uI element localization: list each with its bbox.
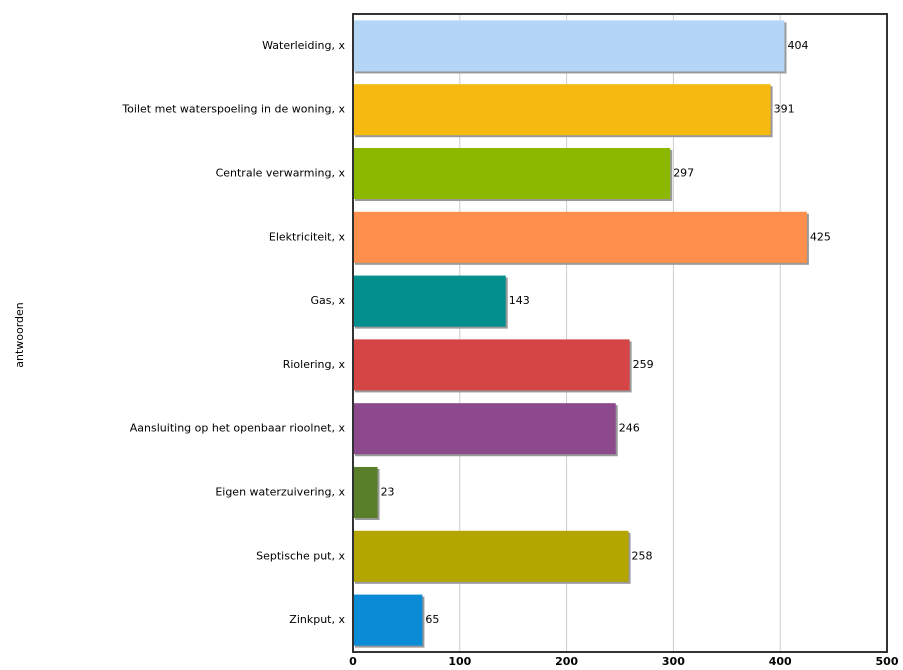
y-axis-label: antwoorden <box>13 302 26 368</box>
bar <box>353 20 785 72</box>
x-tick-label: 100 <box>448 655 471 668</box>
x-tick-label: 200 <box>555 655 578 668</box>
bar <box>353 530 629 582</box>
y-tick-label: Aansluiting op het openbaar rioolnet, x <box>130 422 346 435</box>
bar <box>353 594 423 646</box>
data-label: 404 <box>787 39 808 52</box>
y-tick-label: Centrale verwarming, x <box>216 167 346 180</box>
bar <box>353 466 378 519</box>
y-tick-label: Gas, x <box>311 294 346 307</box>
data-label: 246 <box>619 422 640 435</box>
bar <box>353 275 506 327</box>
data-label: 23 <box>381 486 395 499</box>
bar <box>353 147 671 200</box>
x-tick-label: 0 <box>349 655 357 668</box>
bar <box>353 84 771 136</box>
x-tick-label: 400 <box>769 655 792 668</box>
data-label: 65 <box>425 613 439 626</box>
bar <box>353 339 630 391</box>
data-label: 425 <box>810 230 831 243</box>
y-tick-label: Eigen waterzuivering, x <box>215 486 345 499</box>
bar <box>353 211 807 263</box>
y-tick-label: Toilet met waterspoeling in de woning, x <box>121 103 345 116</box>
y-tick-label: Septische put, x <box>256 549 345 562</box>
y-tick-label: Elektriciteit, x <box>269 230 346 243</box>
plot-frame <box>352 13 888 653</box>
bar <box>353 403 616 455</box>
y-tick-label: Waterleiding, x <box>262 39 345 52</box>
x-tick-label: 500 <box>876 655 899 668</box>
x-tick-label: 300 <box>662 655 685 668</box>
y-tick-label: Riolering, x <box>283 358 346 371</box>
data-label: 297 <box>673 167 694 180</box>
data-label: 391 <box>774 103 795 116</box>
data-label: 258 <box>632 549 653 562</box>
data-label: 143 <box>509 294 530 307</box>
data-label: 259 <box>633 358 654 371</box>
y-tick-label: Zinkput, x <box>289 613 345 626</box>
